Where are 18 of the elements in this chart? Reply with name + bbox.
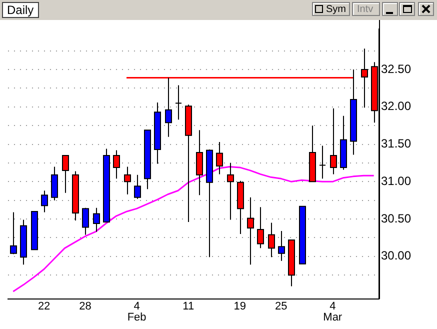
y-tick-label: 30.50 — [381, 211, 412, 226]
x-tick-label: 19 — [234, 300, 246, 313]
interval-button: Intv — [352, 2, 380, 16]
x-tick-label: 11 — [182, 300, 194, 313]
x-tick-label: 28 — [79, 300, 92, 313]
candlestick — [319, 145, 326, 180]
y-tick-label: 32.50 — [381, 62, 412, 76]
sym-button: Sym — [312, 2, 350, 16]
candlestick — [175, 84, 182, 120]
y-tick-label: 32.00 — [381, 99, 412, 114]
x-tick-label: 25 — [274, 300, 288, 313]
y-tick-label: 30.00 — [381, 248, 412, 263]
x-tick-label: 4 Mar — [323, 300, 342, 324]
x-tick-label: 22 — [38, 300, 50, 313]
y-tick-label: 31.00 — [381, 174, 412, 188]
chart-title: Daily — [2, 2, 39, 18]
y-tick-label: 31.50 — [381, 136, 412, 151]
x-tick-label: 4 Feb — [127, 300, 146, 324]
